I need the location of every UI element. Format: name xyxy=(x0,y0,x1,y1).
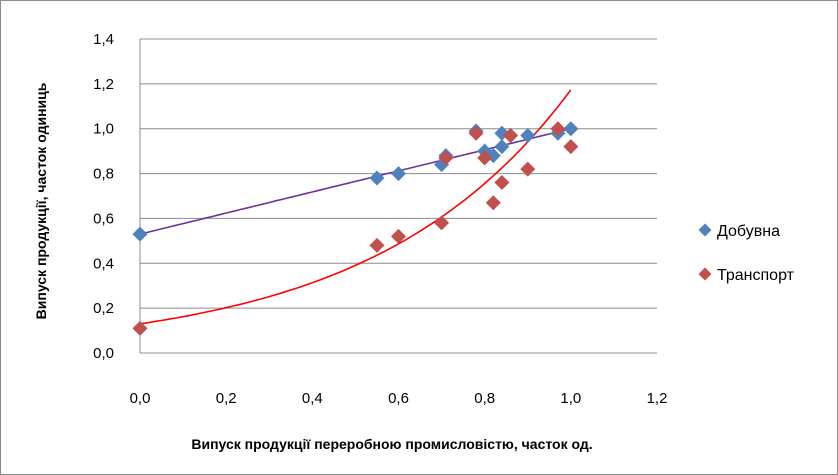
data-point-series-2 xyxy=(563,139,579,155)
x-tick-label: 0,0 xyxy=(130,390,151,407)
x-axis-title: Випуск продукції переробною промисловіст… xyxy=(191,436,592,452)
y-tick-label: 1,0 xyxy=(93,121,114,138)
data-point-series-1 xyxy=(369,170,385,186)
legend-label-series-1: Добувна xyxy=(717,223,780,240)
y-tick-label: 0,0 xyxy=(93,345,114,362)
data-point-series-2 xyxy=(369,237,385,253)
x-tick-label: 0,8 xyxy=(474,390,495,407)
x-tick-label: 0,6 xyxy=(388,390,409,407)
data-point-series-1 xyxy=(132,226,148,242)
data-point-series-2 xyxy=(434,215,450,231)
x-axis-ticks: 0,0 0,2 0,4 0,6 0,8 1,0 1,2 xyxy=(130,390,668,407)
legend-marker-series-2 xyxy=(698,267,712,281)
data-point-series-2 xyxy=(494,175,510,191)
y-tick-label: 1,4 xyxy=(93,31,114,48)
y-axis-ticks: 0,0 0,2 0,4 0,6 0,8 1,0 1,2 1,4 xyxy=(93,31,114,362)
x-tick-label: 0,4 xyxy=(302,390,323,407)
data-point-series-1 xyxy=(563,121,579,137)
data-point-series-2 xyxy=(503,127,519,143)
data-point-series-2 xyxy=(477,150,493,166)
data-point-series-2 xyxy=(132,320,148,336)
legend-marker-series-1 xyxy=(698,223,712,237)
data-point-series-1 xyxy=(520,127,536,143)
data-point-series-2 xyxy=(485,195,501,211)
data-point-series-2 xyxy=(468,125,484,141)
y-tick-label: 0,4 xyxy=(93,255,114,272)
data-point-series-1 xyxy=(494,139,510,155)
gridlines xyxy=(139,38,657,354)
y-tick-label: 0,2 xyxy=(93,300,114,317)
data-point-series-2 xyxy=(520,161,536,177)
data-point-series-2 xyxy=(438,150,454,166)
data-point-series-1 xyxy=(391,166,406,182)
legend: Добувна Транспорт xyxy=(698,223,795,284)
x-tick-label: 1,2 xyxy=(647,390,668,407)
x-tick-label: 1,0 xyxy=(560,390,581,407)
y-tick-label: 0,6 xyxy=(93,210,114,227)
trendline-exponential xyxy=(139,89,572,325)
data-point-series-2 xyxy=(391,228,406,244)
y-axis-title: Випуск продукції, часток одиниць xyxy=(33,82,49,319)
y-tick-label: 0,8 xyxy=(93,166,114,183)
y-tick-label: 1,2 xyxy=(93,76,114,93)
data-points xyxy=(132,121,579,336)
trendlines xyxy=(139,89,572,325)
data-point-series-2 xyxy=(550,121,566,137)
legend-label-series-2: Транспорт xyxy=(717,267,795,284)
x-tick-label: 0,2 xyxy=(216,390,237,407)
